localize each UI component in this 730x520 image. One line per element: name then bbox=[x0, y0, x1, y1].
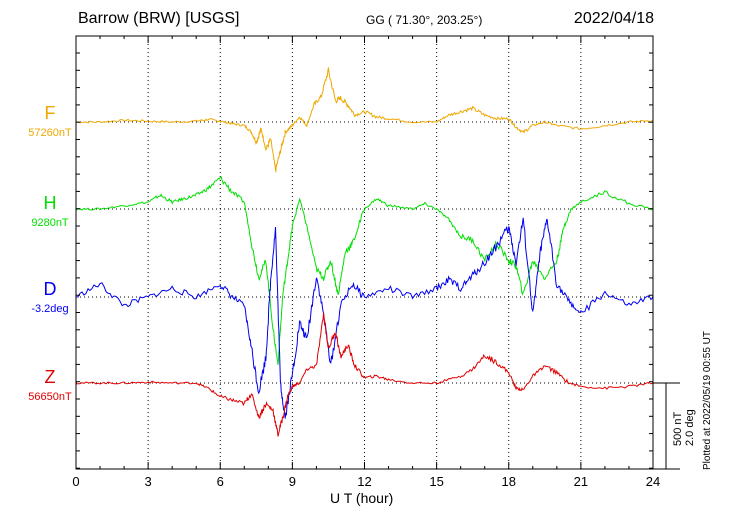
x-tick-label-18: 18 bbox=[502, 474, 516, 489]
x-tick-label-12: 12 bbox=[357, 474, 371, 489]
series-name-h: H bbox=[43, 193, 57, 213]
series-baseline-h: 9280nT bbox=[31, 217, 69, 229]
x-tick-label-15: 15 bbox=[429, 474, 443, 489]
series-baseline-f: 57260nT bbox=[28, 127, 72, 139]
station-title: Barrow (BRW) [USGS] bbox=[78, 10, 240, 27]
date-label: 2022/04/18 bbox=[573, 10, 654, 27]
x-tick-label-21: 21 bbox=[574, 474, 588, 489]
x-tick-label-0: 0 bbox=[72, 474, 79, 489]
series-line-h bbox=[75, 176, 654, 366]
x-tick-label-24: 24 bbox=[646, 474, 660, 489]
series-line-d bbox=[75, 217, 654, 419]
x-tick-label-9: 9 bbox=[289, 474, 296, 489]
series-baseline-d: -3.2deg bbox=[31, 303, 69, 315]
series-name-z: Z bbox=[44, 367, 56, 387]
series-name-d: D bbox=[43, 279, 57, 299]
coordinates-label: GG ( 71.30°, 203.25°) bbox=[366, 13, 483, 27]
series-baseline-z: 56650nT bbox=[28, 391, 72, 403]
x-tick-label-3: 3 bbox=[145, 474, 152, 489]
series-name-f: F bbox=[44, 103, 56, 123]
series-line-f bbox=[75, 67, 654, 173]
x-axis-label: U T (hour) bbox=[330, 490, 394, 506]
x-tick-label-6: 6 bbox=[217, 474, 224, 489]
series-line-z bbox=[75, 312, 654, 437]
